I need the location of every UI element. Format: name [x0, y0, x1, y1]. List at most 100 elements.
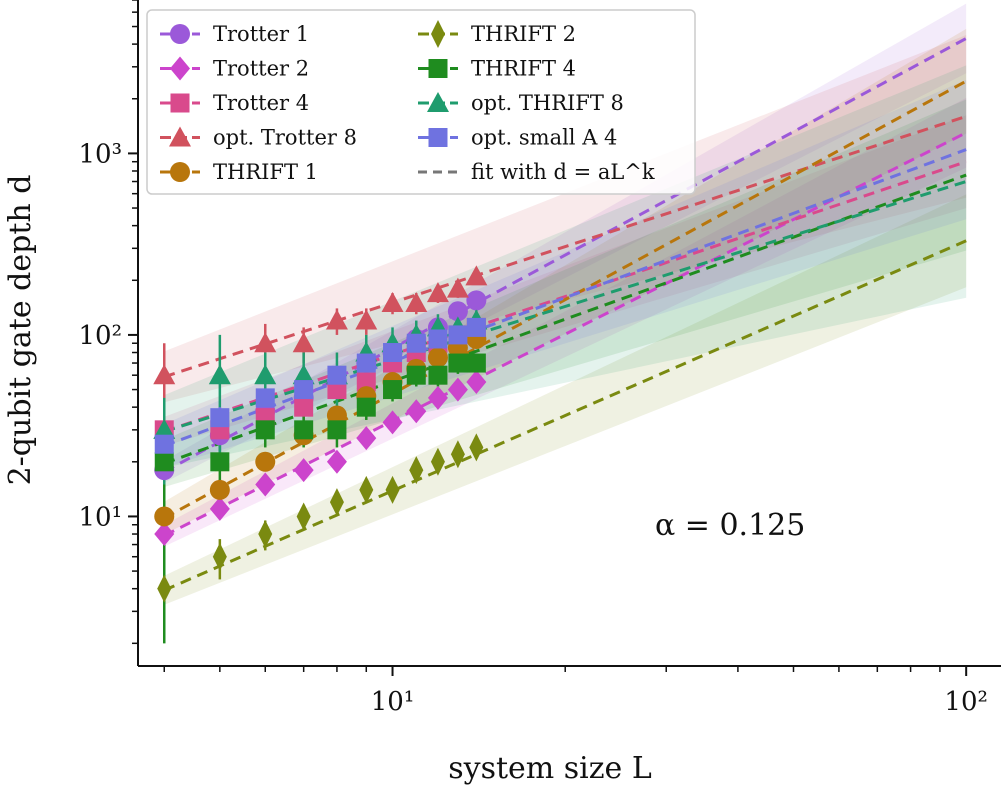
point-thrift-2 [430, 447, 445, 476]
point-trotter-2 [382, 410, 403, 435]
point-opt-trotter-8 [292, 332, 315, 353]
legend-label-opt-small-a-4: opt. small A 4 [471, 126, 617, 150]
point-opt-thrift-8 [153, 418, 176, 439]
point-opt-small-a-4 [428, 329, 448, 349]
point-opt-trotter-8 [355, 309, 378, 330]
x-tick-label: 10² [944, 687, 988, 717]
y-axis-label: 2-qubit gate depth d [3, 175, 38, 486]
point-opt-trotter-8 [405, 291, 428, 312]
fit-line-opt-small-a-4 [163, 148, 967, 448]
fit-line-opt-trotter-8 [163, 114, 967, 379]
point-trotter-2 [326, 449, 347, 474]
point-thrift-4 [428, 365, 448, 385]
legend-label-trotter-2: Trotter 2 [213, 57, 309, 81]
point-trotter-4 [294, 397, 314, 417]
point-opt-small-a-4 [406, 333, 426, 353]
point-thrift-4 [406, 365, 426, 385]
point-thrift-4 [356, 397, 376, 417]
point-thrift-2 [359, 475, 374, 504]
point-opt-small-a-4 [154, 434, 174, 454]
point-opt-trotter-8 [426, 282, 449, 303]
legend-marker-opt-small-a-4 [428, 128, 448, 147]
point-trotter-4 [327, 380, 347, 400]
point-thrift-4 [154, 452, 174, 472]
alpha-annotation: α = 0.125 [655, 508, 805, 543]
point-trotter-2 [255, 472, 276, 497]
point-thrift-4 [255, 420, 275, 440]
point-thrift-2 [409, 456, 424, 485]
y-tick-label: 10² [78, 321, 122, 351]
legend-marker-thrift-4 [428, 59, 448, 78]
point-trotter-2 [209, 496, 230, 521]
point-trotter-2 [427, 385, 448, 410]
point-thrift-1 [427, 347, 448, 368]
point-trotter-2 [447, 377, 468, 402]
legend-label-thrift-4: THRIFT 4 [471, 57, 576, 81]
y-tick-label: 10¹ [78, 502, 122, 532]
legend-marker-thrift-1 [170, 162, 190, 182]
legend-label-thrift-1: THRIFT 1 [213, 160, 318, 184]
point-thrift-2 [296, 502, 311, 531]
legend-marker-thrift-2 [431, 20, 445, 48]
legend-marker-opt-trotter-8 [169, 126, 191, 147]
data-points [153, 265, 488, 603]
point-thrift-2 [469, 433, 484, 462]
point-opt-small-a-4 [448, 325, 468, 345]
fit-line-trotter-4 [163, 160, 967, 433]
point-opt-trotter-8 [465, 265, 488, 286]
point-thrift-1 [154, 506, 175, 527]
legend-label-thrift-2: THRIFT 2 [471, 22, 576, 46]
point-opt-thrift-8 [292, 364, 315, 385]
point-opt-trotter-8 [254, 332, 277, 353]
legend-label-opt-trotter-8: opt. Trotter 8 [213, 126, 357, 150]
point-thrift-4 [383, 380, 403, 400]
point-opt-small-a-4 [327, 365, 347, 385]
point-thrift-1 [255, 451, 276, 472]
point-thrift-4 [210, 452, 230, 472]
point-opt-trotter-8 [381, 291, 404, 312]
axes [137, 0, 1001, 667]
point-thrift-4 [294, 420, 314, 440]
point-opt-thrift-8 [208, 364, 231, 385]
legend-label-opt-thrift-8: opt. THRIFT 8 [471, 91, 624, 115]
legend-label-trotter-1: Trotter 1 [213, 22, 309, 46]
point-opt-small-a-4 [466, 317, 486, 337]
fit-confidence-bands [164, 3, 967, 605]
fit-band-opt-trotter-8 [164, 35, 967, 403]
point-trotter-2 [406, 399, 427, 424]
fit-line-thrift-2 [163, 239, 967, 592]
point-trotter-2 [466, 370, 487, 395]
legend: Trotter 1 Trotter 2 Trotter 4 opt. Trotter … [146, 9, 696, 195]
point-trotter-2 [293, 458, 314, 483]
point-opt-trotter-8 [325, 309, 348, 330]
ticks: 10¹ 10² 10¹ 10² 10³ [78, 0, 988, 717]
point-opt-small-a-4 [356, 353, 376, 373]
point-opt-trotter-8 [446, 277, 469, 298]
point-trotter-2 [154, 522, 175, 547]
point-opt-small-a-4 [210, 408, 230, 428]
legend-marker-trotter-2 [170, 56, 190, 81]
y-tick-label: 10³ [78, 139, 122, 169]
point-thrift-2 [258, 520, 273, 549]
point-opt-small-a-4 [294, 380, 314, 400]
point-thrift-2 [329, 488, 344, 517]
legend-label-trotter-4: Trotter 4 [213, 91, 309, 115]
point-thrift-2 [157, 574, 172, 603]
point-thrift-4 [448, 353, 468, 373]
fit-line-thrift-4 [163, 173, 967, 465]
fit-line-thrift-1 [163, 79, 967, 520]
point-thrift-1 [209, 479, 230, 500]
point-opt-small-a-4 [383, 343, 403, 363]
x-tick-label: 10¹ [371, 687, 415, 717]
legend-marker-opt-thrift-8 [427, 92, 449, 112]
point-opt-small-a-4 [255, 388, 275, 408]
point-trotter-2 [356, 426, 377, 451]
point-thrift-4 [327, 420, 347, 440]
point-trotter-4 [356, 372, 376, 392]
x-axis-label: system size L [448, 751, 652, 786]
point-thrift-2 [385, 475, 400, 504]
legend-marker-trotter-1 [170, 24, 190, 44]
point-thrift-2 [450, 440, 465, 469]
